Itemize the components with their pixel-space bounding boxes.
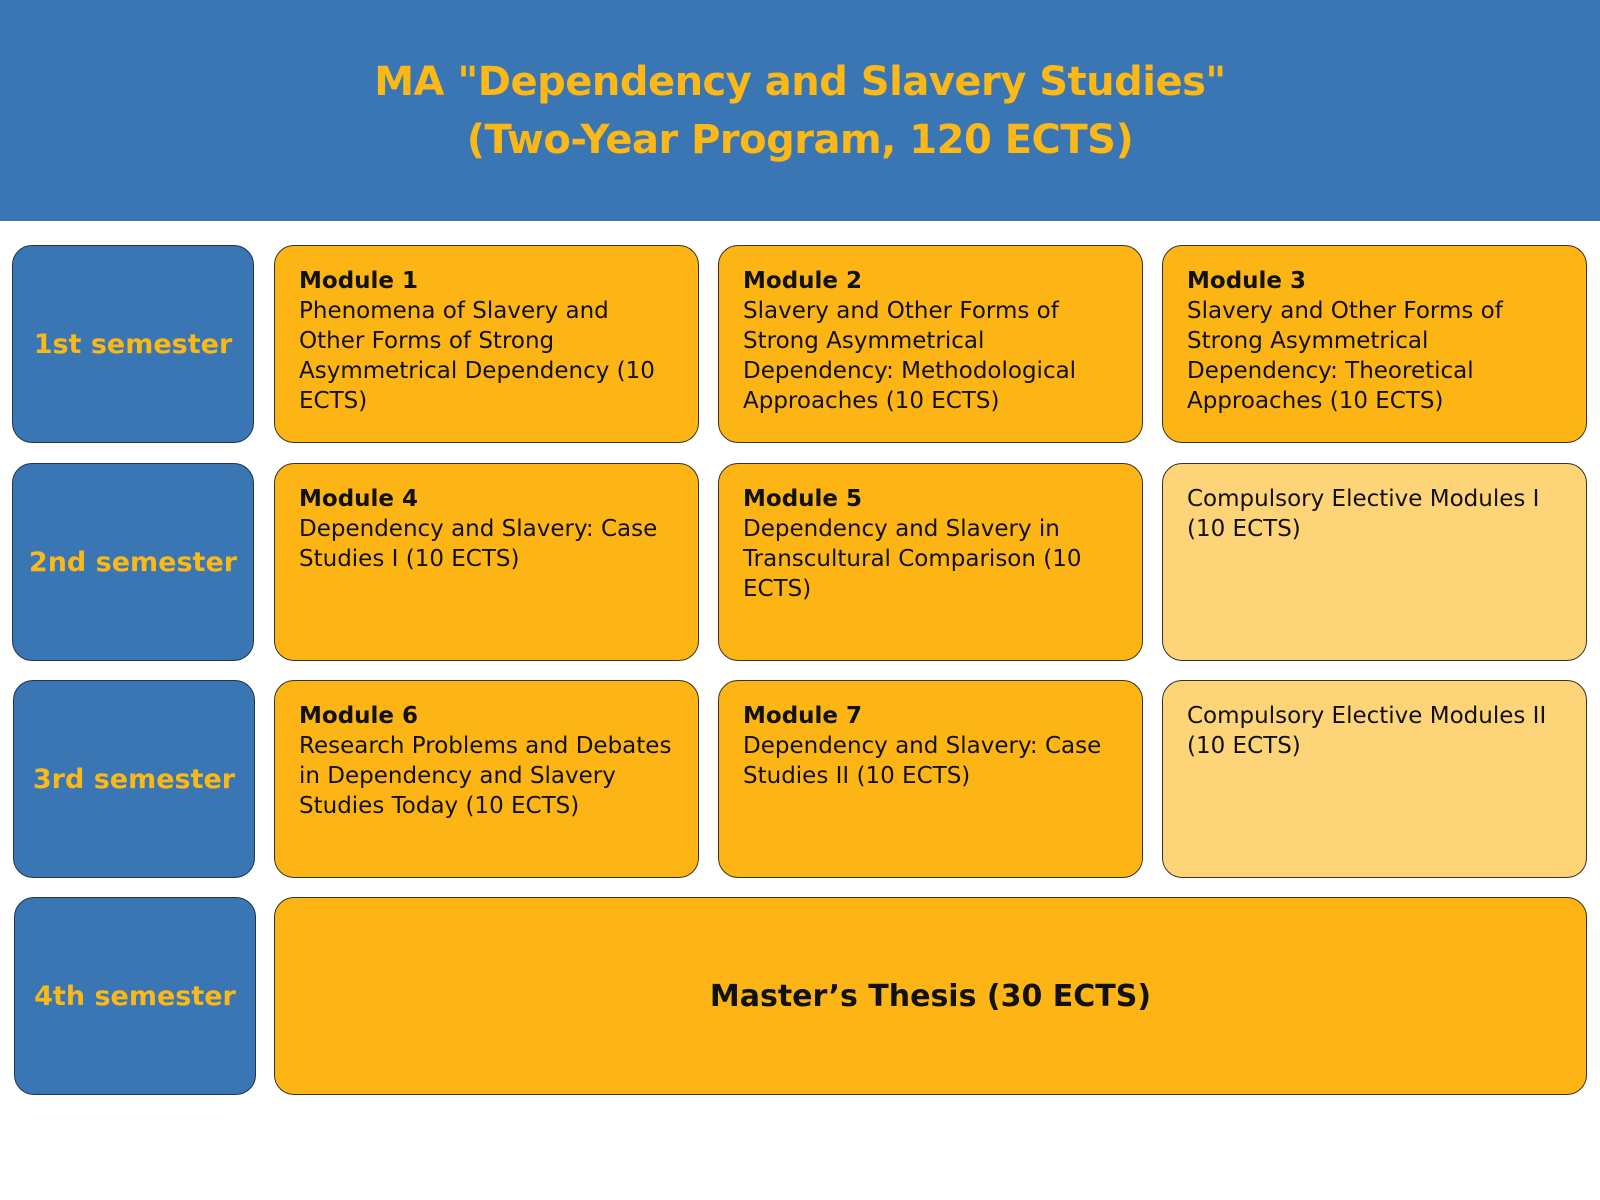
module-text: Research Problems and Debates in Depende…: [299, 733, 672, 819]
elective-modules-2: Compulsory Elective Modules II (10 ECTS): [1162, 680, 1587, 878]
module-5: Module 5 Dependency and Slavery in Transc…: [718, 463, 1143, 661]
semester-1: 1st semester: [12, 245, 254, 443]
module-title: Module 1: [299, 268, 419, 294]
module-2: Module 2 Slavery and Other Forms of Stron…: [718, 245, 1143, 443]
module-title: Module 7: [743, 703, 863, 729]
module-3: Module 3 Slavery and Other Forms of Stron…: [1162, 245, 1587, 443]
thesis-label: Master’s Thesis (30 ECTS): [709, 978, 1152, 1014]
title-line-1: MA "Dependency and Slavery Studies": [374, 58, 1226, 105]
module-text: Compulsory Elective Modules II (10 ECTS): [1187, 703, 1547, 759]
title-line-2: (Two-Year Program, 120 ECTS): [466, 116, 1134, 163]
module-title: Module 2: [743, 268, 863, 294]
module-text: Slavery and Other Forms of Strong Asymme…: [743, 298, 1077, 414]
masters-thesis: Master’s Thesis (30 ECTS): [274, 897, 1587, 1095]
header-banner: MA "Dependency and Slavery Studies" (Two…: [0, 0, 1600, 221]
semester-4: 4th semester: [14, 897, 256, 1095]
module-4: Module 4 Dependency and Slavery: Case Stu…: [274, 463, 699, 661]
module-title: Module 3: [1187, 268, 1307, 294]
module-text: Dependency and Slavery: Case Studies II …: [743, 733, 1102, 789]
module-text: Phenomena of Slavery and Other Forms of …: [299, 298, 655, 414]
module-title: Module 5: [743, 486, 863, 512]
elective-modules-1: Compulsory Elective Modules I (10 ECTS): [1162, 463, 1587, 661]
module-title: Module 6: [299, 703, 419, 729]
semester-3: 3rd semester: [13, 680, 255, 878]
module-text: Dependency and Slavery: Case Studies I (…: [299, 516, 658, 572]
semester-2: 2nd semester: [12, 463, 254, 661]
module-6: Module 6 Research Problems and Debates in…: [274, 680, 699, 878]
module-title: Module 4: [299, 486, 419, 512]
module-text: Dependency and Slavery in Transcultural …: [743, 516, 1082, 602]
module-text: Compulsory Elective Modules I (10 ECTS): [1187, 486, 1540, 542]
module-text: Slavery and Other Forms of Strong Asymme…: [1187, 298, 1503, 414]
module-1: Module 1 Phenomena of Slavery and Other F…: [274, 245, 699, 443]
module-7: Module 7 Dependency and Slavery: Case Stu…: [718, 680, 1143, 878]
